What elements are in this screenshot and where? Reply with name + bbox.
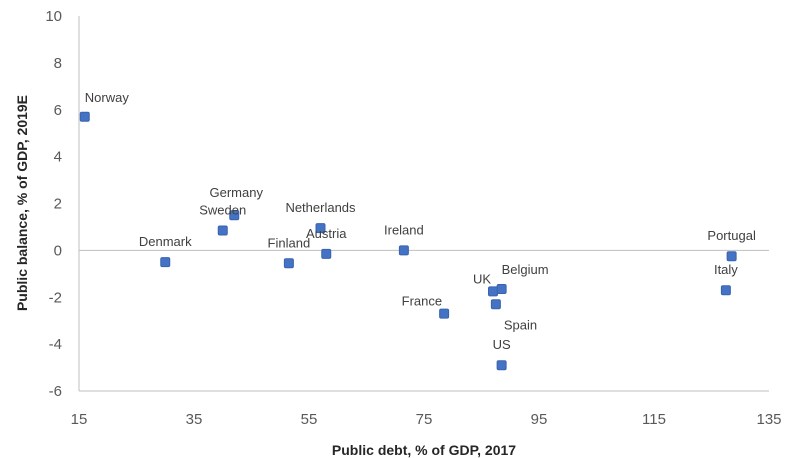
- x-tick-label: 75: [416, 411, 433, 428]
- point-label: US: [493, 337, 511, 352]
- point-label: Portugal: [707, 228, 756, 243]
- x-axis-title: Public debt, % of GDP, 2017: [332, 442, 516, 458]
- point-label: Denmark: [139, 234, 192, 249]
- data-point: [490, 299, 501, 310]
- point-label: Norway: [85, 90, 130, 105]
- data-point: [398, 245, 409, 256]
- point-labels: Norway Denmark Sweden Germany Finland Netherl…: [85, 90, 756, 352]
- data-point: [160, 257, 171, 268]
- y-tick-label: -4: [49, 336, 62, 353]
- data-point: [439, 308, 450, 319]
- x-tick-label: 135: [756, 411, 781, 428]
- point-label: France: [402, 294, 442, 309]
- point-label: Spain: [504, 317, 537, 332]
- y-tick-label: 0: [54, 242, 62, 259]
- x-tick-label: 115: [642, 411, 666, 428]
- point-label: UK: [473, 271, 491, 286]
- y-tick-labels: -6 -4 -2 0 2 4 6 8 10: [45, 8, 62, 400]
- point-label: Ireland: [384, 222, 424, 237]
- point-label: Sweden: [199, 202, 246, 217]
- data-point: [496, 284, 507, 295]
- data-point: [315, 223, 326, 234]
- point-label: Finland: [268, 235, 311, 250]
- data-point: [283, 258, 294, 269]
- data-point: [726, 251, 737, 262]
- data-point: [229, 210, 240, 221]
- data-point: [217, 225, 228, 236]
- point-label: Netherlands: [285, 200, 356, 215]
- y-tick-label: 6: [54, 102, 62, 119]
- y-tick-label: 10: [45, 8, 62, 25]
- x-tick-labels: 15 35 55 75 95 115 135: [71, 411, 782, 428]
- data-point: [720, 285, 731, 296]
- y-tick-label: -2: [49, 289, 62, 306]
- point-label: Austria: [306, 226, 347, 241]
- y-tick-label: 8: [54, 55, 62, 72]
- x-tick-label: 15: [71, 411, 88, 428]
- axes: [78, 16, 769, 392]
- data-point: [321, 248, 332, 259]
- point-label: Belgium: [502, 262, 549, 277]
- y-tick-label: -6: [49, 383, 62, 400]
- x-tick-label: 95: [531, 411, 548, 428]
- point-label: Germany: [210, 185, 264, 200]
- point-label: Italy: [714, 262, 738, 277]
- x-tick-label: 35: [186, 411, 203, 428]
- data-point: [496, 360, 507, 371]
- y-axis-title: Public balance, % of GDP, 2019E: [14, 95, 30, 311]
- data-point: [488, 286, 498, 297]
- y-tick-label: 4: [54, 149, 62, 166]
- data-points: [79, 111, 737, 371]
- data-point: [79, 111, 90, 122]
- y-tick-label: 2: [54, 196, 62, 213]
- x-tick-label: 55: [301, 411, 318, 428]
